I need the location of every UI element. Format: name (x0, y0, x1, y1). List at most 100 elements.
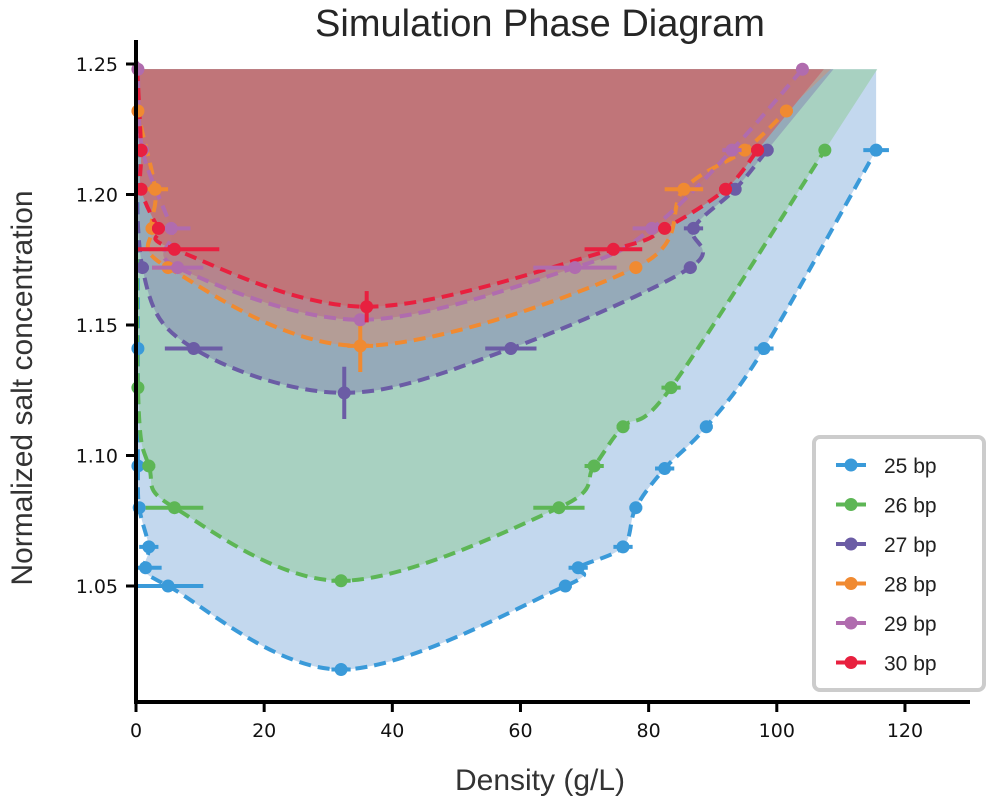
point-marker (779, 104, 793, 118)
data-point (719, 182, 733, 196)
legend-swatch-marker (844, 616, 858, 630)
point-marker (869, 143, 883, 157)
point-marker (606, 242, 620, 256)
data-point (533, 501, 585, 515)
point-marker (142, 540, 156, 554)
data-point (683, 261, 697, 275)
point-marker (686, 221, 700, 235)
data-point (683, 221, 704, 235)
point-marker (164, 221, 178, 235)
data-point (584, 459, 604, 473)
data-point (135, 261, 149, 275)
data-point (145, 501, 204, 515)
data-point (331, 663, 351, 677)
y-tick-label: 1.10 (76, 446, 118, 468)
point-marker (334, 663, 348, 677)
legend-label: 26 bp (884, 495, 937, 518)
point-marker (353, 313, 367, 327)
curve-30-bp (135, 69, 760, 309)
point-marker (757, 341, 771, 355)
data-point (533, 261, 617, 275)
legend-label: 25 bp (884, 455, 937, 478)
point-marker (751, 143, 765, 157)
point-marker (728, 182, 742, 196)
data-point (629, 501, 643, 515)
point-marker (139, 561, 153, 575)
chart-title: Simulation Phase Diagram (315, 3, 765, 45)
point-marker (658, 462, 672, 476)
data-point (699, 420, 713, 434)
data-point (658, 221, 672, 235)
legend-item: 25 bp (836, 455, 937, 478)
phase-region-fills (136, 63, 878, 670)
data-point (151, 221, 165, 235)
x-tick-label: 80 (637, 720, 661, 742)
data-point (629, 261, 643, 275)
data-point (164, 341, 223, 355)
point-marker (187, 341, 201, 355)
y-axis-label: Normalized salt concentration (6, 190, 39, 585)
point-marker (587, 459, 601, 473)
data-point (331, 574, 351, 588)
curve-26-bp (134, 69, 827, 583)
point-marker (760, 143, 774, 157)
data-point (661, 381, 681, 395)
legend-swatch-marker (844, 498, 858, 511)
point-marker (645, 221, 659, 235)
data-point (613, 540, 633, 554)
data-point (558, 579, 572, 593)
fill-region-30-bp (136, 69, 824, 307)
legend-label: 28 bp (884, 574, 937, 597)
point-marker (360, 300, 374, 314)
point-marker (568, 261, 582, 275)
point-marker (683, 261, 697, 275)
x-axis-label: Density (g/L) (455, 764, 625, 797)
y-tick-label: 1.05 (76, 576, 118, 598)
point-marker (699, 420, 713, 434)
data-point (347, 319, 374, 372)
y-tick-label: 1.15 (76, 315, 118, 337)
data-point (139, 540, 159, 554)
legend-box (812, 435, 986, 692)
point-marker (664, 381, 678, 395)
data-point (863, 143, 889, 157)
point-marker (552, 501, 566, 515)
legend-label: 27 bp (884, 534, 937, 557)
data-point (655, 462, 675, 476)
axes (134, 40, 970, 704)
data-point (353, 313, 367, 327)
data-point (722, 143, 742, 157)
data-point (664, 182, 704, 196)
data-point (568, 561, 588, 575)
x-tick-label: 20 (252, 720, 276, 742)
point-marker (677, 182, 691, 196)
point-marker (171, 261, 185, 275)
x-ticks: 0 20 40 60 80 100 120 (130, 702, 923, 742)
point-marker (167, 501, 181, 515)
point-marker (151, 221, 165, 235)
point-marker (616, 540, 630, 554)
point-marker (616, 420, 630, 434)
data-point (152, 261, 204, 275)
legend-item: 27 bp (836, 534, 937, 557)
point-marker (738, 143, 752, 157)
point-marker (142, 459, 156, 473)
point-marker (725, 143, 739, 157)
point-marker (818, 143, 832, 157)
legend-item: 30 bp (836, 653, 937, 676)
x-tick-label: 120 (887, 720, 923, 742)
legend-label: 29 bp (884, 613, 937, 636)
legend-label: 30 bp (884, 653, 937, 676)
data-point (754, 341, 774, 355)
point-marker (719, 182, 733, 196)
legend-swatch-marker (844, 577, 858, 590)
point-marker (148, 182, 162, 196)
point-marker (504, 341, 518, 355)
data-point (142, 459, 156, 473)
legend-item: 29 bp (836, 613, 937, 636)
x-tick-label: 40 (380, 720, 404, 742)
legend-item: 26 bp (836, 495, 937, 518)
point-marker (161, 579, 175, 593)
data-point (136, 242, 220, 256)
